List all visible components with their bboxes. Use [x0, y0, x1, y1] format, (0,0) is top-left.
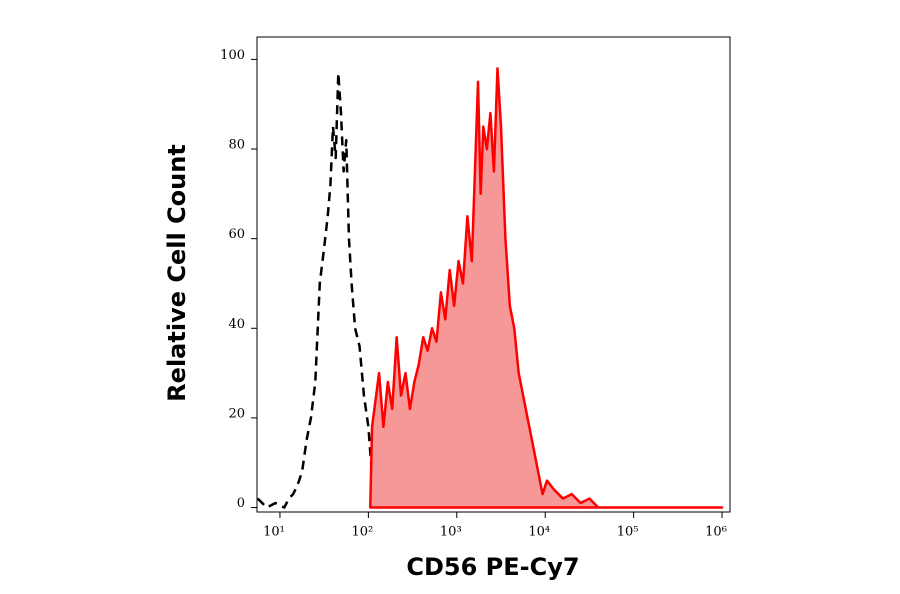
- y-tick-label: 40: [228, 317, 245, 332]
- y-tick-label: 100: [220, 48, 245, 63]
- histogram-area: [369, 67, 724, 509]
- plot-frame: [256, 36, 731, 513]
- y-tick-label: 0: [237, 496, 245, 511]
- x-tick-label: 10³: [440, 525, 462, 540]
- x-tick-label: 10¹: [263, 525, 285, 540]
- x-tick-label: 10⁶: [705, 525, 727, 540]
- y-tick-label: 20: [228, 406, 245, 421]
- x-tick-label: 10⁵: [617, 525, 639, 540]
- histogram-line: [256, 71, 379, 509]
- x-tick-label: 10²: [351, 525, 373, 540]
- y-axis-title: Relative Cell Count: [163, 144, 191, 402]
- y-tick-label: 80: [228, 138, 245, 153]
- x-tick-label: 10⁴: [528, 525, 550, 540]
- y-tick-label: 60: [228, 227, 245, 242]
- x-axis-title: CD56 PE-Cy7: [406, 553, 579, 581]
